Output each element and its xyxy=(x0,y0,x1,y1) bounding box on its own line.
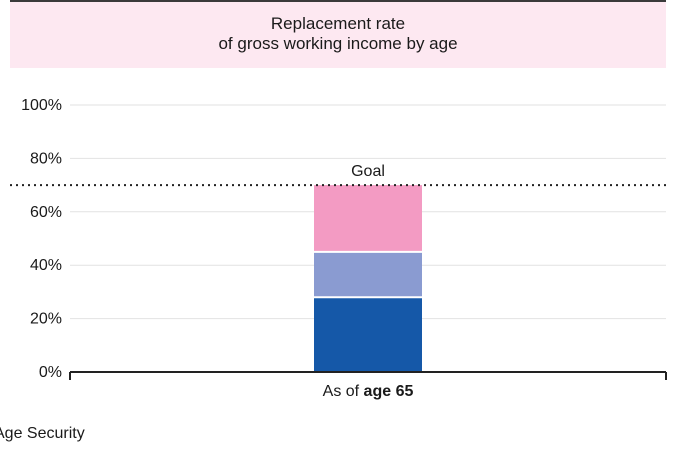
legend-fragment-text: Age Security xyxy=(0,425,85,442)
bar-segment-1 xyxy=(314,251,422,298)
goal-marker: Goal xyxy=(10,163,666,187)
x-category-label-prefix: As of xyxy=(323,383,364,400)
x-category-label-bold: age 65 xyxy=(364,383,414,400)
bar-segment-0 xyxy=(314,297,422,372)
y-axis-tick-labels: 0% 20% 40% 60% 80% 100% xyxy=(21,97,62,381)
bar-segment-2 xyxy=(314,185,422,252)
chart-title-line-2: of gross working income by age xyxy=(218,34,458,53)
y-tick-label-0: 0% xyxy=(39,364,62,381)
y-tick-label-2: 40% xyxy=(30,257,62,274)
x-axis: As of age 65 xyxy=(69,371,667,400)
chart-title-box: Replacement rate of gross working income… xyxy=(10,0,666,68)
y-tick-label-1: 20% xyxy=(30,311,62,328)
goal-label: Goal xyxy=(351,163,385,180)
x-category-label-0: As of age 65 xyxy=(323,383,414,400)
bar-segments xyxy=(314,185,422,372)
y-tick-label-4: 80% xyxy=(30,150,62,167)
y-tick-label-3: 60% xyxy=(30,204,62,221)
y-tick-label-5: 100% xyxy=(21,97,62,114)
chart-title-line-1: Replacement rate xyxy=(270,14,406,33)
